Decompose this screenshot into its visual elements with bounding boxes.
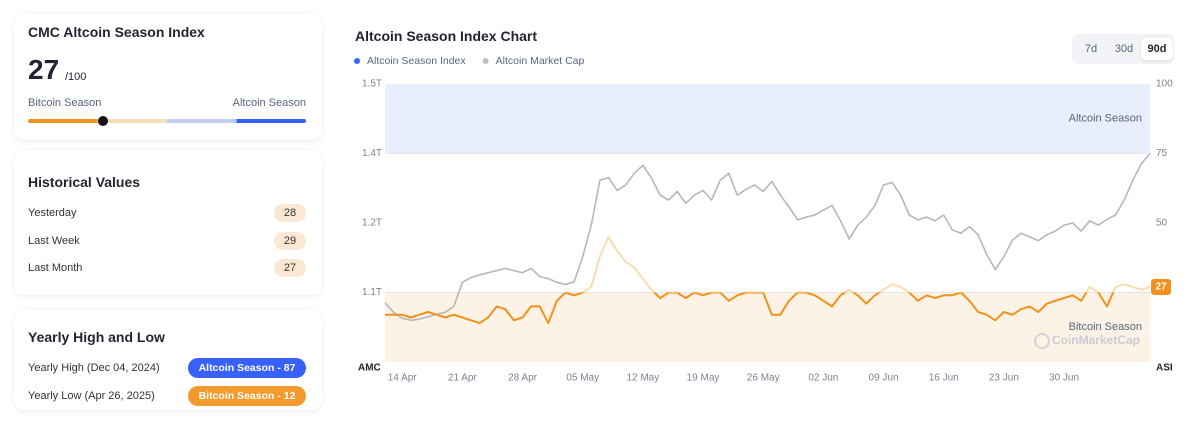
season-band (385, 84, 1150, 154)
watermark-logo (1034, 333, 1050, 349)
range-button[interactable]: 90d (1141, 38, 1173, 60)
history-label: Last Month (28, 262, 83, 274)
series-line (384, 152, 1151, 322)
index-title: CMC Altcoin Season Index (28, 24, 205, 40)
series-line (385, 235, 1151, 325)
x-tick-label: 21 Apr (448, 373, 478, 384)
historical-card: Historical Values Yesterday 28 Last Week 29… (14, 150, 322, 295)
range-button[interactable]: 7d (1084, 43, 1098, 55)
historical-title: Historical Values (28, 174, 141, 190)
y-tick-label: 1.2T (362, 218, 382, 229)
index-value: 27 (28, 54, 60, 85)
history-value: 29 (274, 231, 306, 250)
y2-tick-label: 75 (1156, 148, 1168, 159)
legend-label: Altcoin Season Index (367, 55, 466, 67)
legend-marker (354, 58, 360, 64)
x-tick-label: 30 Jun (1049, 373, 1079, 384)
chart-title: Altcoin Season Index Chart (355, 28, 538, 44)
gauge-right-label: Altcoin Season (232, 97, 306, 109)
yearly-title: Yearly High and Low (28, 329, 165, 345)
history-label: Last Week (28, 234, 80, 247)
yearly-label: Yearly High (Dec 04, 2024) (28, 362, 160, 374)
last-value-box (1151, 278, 1171, 295)
gauge (28, 116, 306, 126)
index-scale: /100 (65, 71, 87, 83)
range-button[interactable]: 30d (1114, 43, 1134, 55)
index-card: CMC Altcoin Season Index 27 /100 Bitcoin… (14, 14, 322, 140)
y2-tick-label: 50 (1156, 218, 1168, 229)
y-tick-label: 1.4T (362, 148, 382, 159)
y-axis-label: AMC (358, 363, 381, 374)
legend-marker (482, 58, 489, 64)
x-tick-label: 23 Jun (989, 373, 1019, 384)
y-tick-label: 1.1T (362, 287, 382, 298)
gauge-indicator (98, 116, 109, 126)
yearly-label: Yearly Low (Apr 26, 2025) (28, 390, 155, 402)
history-label: Yesterday (28, 207, 77, 219)
x-tick-label: 02 Jun (808, 373, 838, 384)
x-tick-label: 28 Apr (508, 373, 538, 384)
last-value-label: 27 (1155, 282, 1167, 293)
y2-tick-label: 100 (1156, 79, 1173, 90)
x-tick-label: 09 Jun (869, 373, 899, 384)
gauge-left-label: Bitcoin Season (28, 97, 102, 109)
x-tick-label: 12 May (626, 373, 659, 384)
x-tick-label: 16 Jun (929, 373, 959, 384)
y2-axis-label: ASI (1156, 363, 1173, 374)
x-tick-label: 26 May (747, 373, 780, 384)
band-label: Bitcoin Season (1069, 321, 1142, 333)
band-label: Altcoin Season (1069, 113, 1142, 125)
history-value: 27 (274, 259, 306, 277)
history-value: 28 (274, 204, 306, 222)
watermark: CoinMarketCap (1052, 333, 1140, 347)
yearly-badge: Bitcoin Season - 12 (188, 386, 306, 406)
x-tick-label: 19 May (687, 373, 720, 384)
x-tick-label: 14 Apr (388, 373, 418, 384)
chart: Altcoin Season Bitcoin SeasonCoinMarketCa… (354, 55, 1173, 384)
yearly-card: Yearly High and Low Yearly High (Dec 04,… (14, 310, 322, 410)
yearly-badge: Altcoin Season - 87 (188, 358, 306, 378)
y-tick-label: 1.5T (362, 79, 382, 90)
legend-label: Altcoin Market Cap (496, 55, 585, 67)
x-tick-label: 05 May (566, 373, 599, 384)
